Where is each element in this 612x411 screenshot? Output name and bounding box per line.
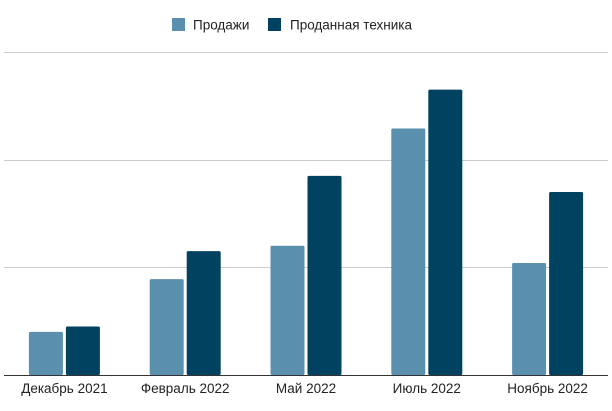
x-tick-label: Май 2022 (276, 381, 336, 396)
bars (28, 89, 584, 375)
bar-sales[interactable] (270, 245, 305, 375)
legend: Продажи Проданная техника (172, 18, 412, 33)
bar-sales[interactable] (149, 279, 184, 375)
bar-sales[interactable] (512, 263, 547, 375)
legend-label: Продажи (193, 18, 249, 33)
bar-equipment-sold[interactable] (428, 89, 463, 375)
x-tick-label: Ноябрь 2022 (507, 381, 588, 396)
x-tick-label: Февраль 2022 (141, 381, 230, 396)
x-tick-label: Декабрь 2021 (21, 381, 107, 396)
bar-equipment-sold[interactable] (65, 326, 100, 375)
legend-swatch (268, 18, 281, 31)
legend-label: Проданная техника (290, 18, 412, 33)
bar-sales[interactable] (28, 331, 63, 375)
x-axis: Декабрь 2021 Февраль 2022 Май 2022 Июль 202… (21, 381, 588, 396)
gridlines (4, 52, 608, 376)
bar-sales[interactable] (391, 128, 426, 375)
legend-swatch (172, 18, 185, 31)
x-tick-label: Июль 2022 (393, 381, 461, 396)
bar-equipment-sold[interactable] (549, 191, 584, 375)
bar-equipment-sold[interactable] (307, 175, 342, 375)
bar-equipment-sold[interactable] (186, 251, 221, 375)
